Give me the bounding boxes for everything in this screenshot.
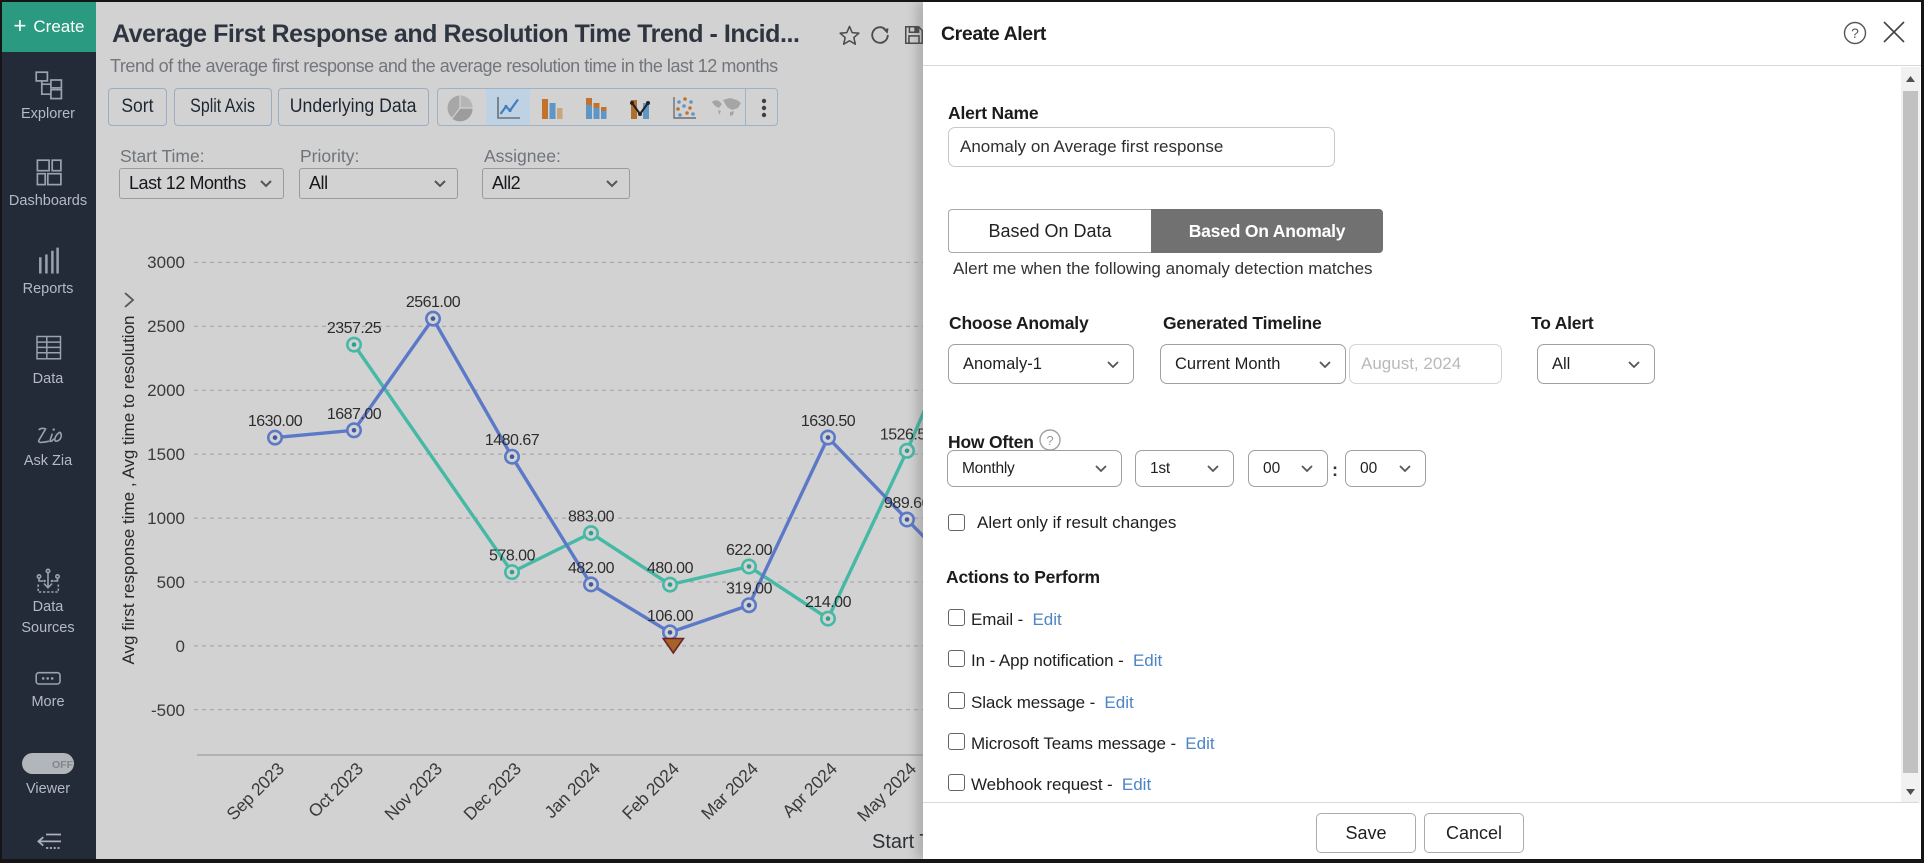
svg-text:Apr 2024: Apr 2024 [778,758,841,821]
svg-text:Dec 2023: Dec 2023 [459,759,524,824]
svg-text:106.00: 106.00 [647,608,694,625]
svg-text:-500: -500 [151,701,185,720]
svg-text:622.00: 622.00 [726,542,773,559]
svg-text:1526.50: 1526.50 [880,426,935,443]
svg-text:Jan 2024: Jan 2024 [540,758,604,822]
svg-text:500: 500 [157,573,185,592]
svg-text:May 2024: May 2024 [853,758,920,825]
svg-text:1687.00: 1687.00 [327,406,382,423]
svg-text:1480.67: 1480.67 [485,432,540,449]
svg-text:1000: 1000 [147,509,185,528]
svg-text:Mar 2024: Mar 2024 [697,758,762,823]
svg-text:214.00: 214.00 [805,594,852,611]
svg-text:578.00: 578.00 [489,548,536,565]
svg-text:2561.00: 2561.00 [406,294,461,311]
svg-text:3000: 3000 [147,253,185,272]
svg-text:?: ? [1046,433,1053,448]
svg-text:2357.25: 2357.25 [327,320,382,337]
svg-text:Oct 2023: Oct 2023 [304,759,367,822]
svg-text:1630.50: 1630.50 [801,413,856,430]
svg-text:Nov 2023: Nov 2023 [380,759,445,824]
svg-text:1500: 1500 [147,445,185,464]
svg-text:?: ? [1851,25,1859,41]
svg-text:Avg first response time , Avg: Avg first response time , Avg time to re… [119,316,138,665]
svg-text:319.00: 319.00 [726,581,773,598]
svg-text:480.00: 480.00 [647,560,694,577]
svg-text:OFF: OFF [52,759,74,771]
svg-text:2500: 2500 [147,317,185,336]
svg-text:0: 0 [176,637,185,656]
svg-text:Feb 2024: Feb 2024 [618,758,683,823]
svg-text:2000: 2000 [147,381,185,400]
svg-text:1630.00: 1630.00 [248,413,303,430]
svg-text:Sep 2023: Sep 2023 [222,759,287,824]
svg-text:989.60: 989.60 [884,495,931,512]
svg-text:482.00: 482.00 [568,560,615,577]
svg-text:883.00: 883.00 [568,509,615,526]
